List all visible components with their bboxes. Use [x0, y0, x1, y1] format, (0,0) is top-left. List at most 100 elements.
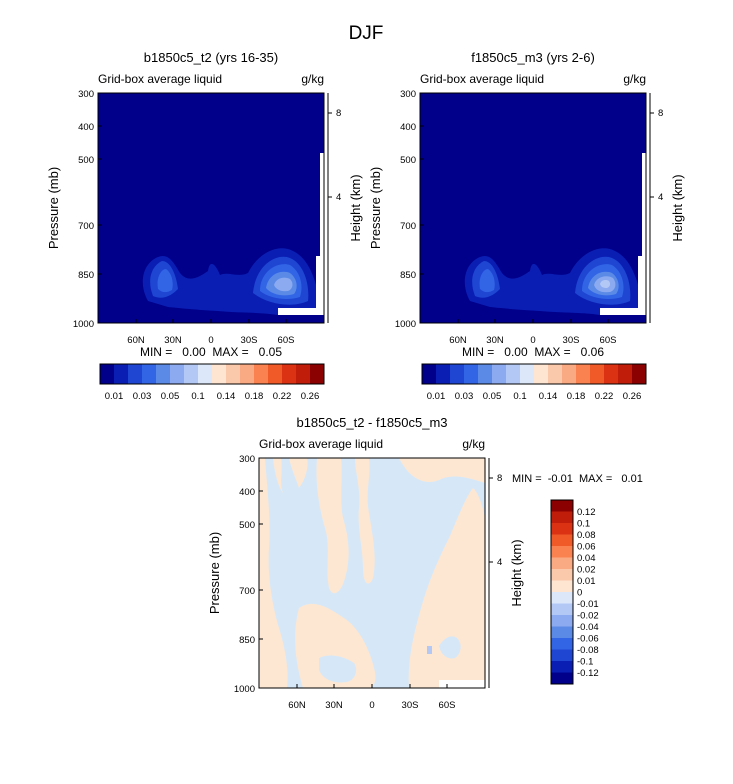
x-tick-label: 0: [530, 335, 535, 346]
colorbar-label: 0.14: [539, 391, 558, 402]
y-tick-label: 1000: [234, 684, 255, 695]
colorbar-swatch: [551, 592, 573, 604]
colorbar-label: 0.18: [245, 391, 264, 402]
x-tick-label: 60S: [600, 335, 617, 346]
y-right-tick-label: 4: [658, 192, 663, 203]
panel-bottom-title: b1850c5_t2 - f1850c5_m3: [296, 415, 447, 430]
colorbar-bottom-swatches: [551, 500, 573, 685]
contour-positive-upper-left: [289, 458, 308, 488]
y-tick-300: 300: [78, 89, 102, 100]
y-tick-label: 1000: [395, 319, 416, 330]
mask-land: [439, 680, 485, 688]
y-tick-label: 400: [239, 487, 255, 498]
y-right-tick-label: 4: [336, 192, 341, 203]
panel-right-y-axis-right: 8 4 Height (km): [649, 93, 685, 323]
x-tick-0: 0: [530, 319, 536, 346]
panel-bottom-plot: [258, 457, 486, 689]
contour-level-0-18: [600, 280, 611, 288]
colorbar-swatch: [422, 364, 437, 384]
colorbar-label: 0.18: [567, 391, 586, 402]
colorbar-swatch: [551, 649, 573, 662]
colorbar-swatch: [551, 603, 573, 616]
colorbar-label: -0.01: [577, 599, 599, 610]
panel-left-y-axis-right: 8 4 Height (km): [327, 93, 363, 323]
colorbar-swatch: [100, 364, 115, 384]
contour-negative-speck: [427, 646, 432, 654]
colorbar-label: 0.01: [105, 391, 124, 402]
colorbar-label: -0.12: [577, 668, 599, 679]
colorbar-swatch: [464, 364, 479, 384]
y-tick-label: 850: [78, 270, 94, 281]
panel-bottom-stats: MIN = -0.01 MAX = 0.01: [512, 473, 643, 485]
colorbar-label: 0.05: [161, 391, 180, 402]
colorbar-swatch: [198, 364, 213, 384]
panel-left: b1850c5_t2 (yrs 16-35) Grid-box average …: [46, 50, 363, 359]
y-tick-label: 400: [78, 122, 94, 133]
y-tick-700: 700: [78, 221, 102, 232]
colorbar-swatch: [268, 364, 283, 384]
contour-positive-center-right: [355, 458, 375, 584]
contour-positive-west: [259, 458, 288, 688]
y-axis-label: Pressure (mb): [368, 167, 383, 249]
colorbar-swatch: [618, 364, 633, 384]
x-tick-label: 60N: [449, 335, 467, 346]
colorbar-swatch: [590, 364, 605, 384]
colorbar-right-swatches: [422, 364, 647, 384]
colorbar-swatch: [551, 569, 573, 581]
y-tick-label: 500: [78, 155, 94, 166]
panel-left-title: b1850c5_t2 (yrs 16-35): [144, 50, 278, 65]
panel-left-x-axis: 60N 30N 0 30S 60S: [127, 319, 294, 346]
y-axis-right-label: Height (km): [509, 539, 524, 606]
y-tick-label: 850: [400, 270, 416, 281]
y-right-tick-8: 8: [650, 108, 663, 119]
colorbar-bottom: 0.12 0.1 0.08 0.06 0.04 0.02 0.01 0 -0.0…: [550, 499, 599, 685]
x-tick-label: 30S: [563, 335, 580, 346]
y-tick-700: 700: [239, 586, 263, 597]
x-tick-label: 0: [369, 700, 374, 711]
y-tick-300: 300: [239, 454, 263, 465]
colorbar-swatch: [254, 364, 269, 384]
contour-negative-south: [439, 636, 461, 659]
colorbar-swatch: [436, 364, 451, 384]
y-tick-label: 400: [400, 122, 416, 133]
x-tick-30n: 30N: [486, 319, 504, 346]
colorbar-swatch: [562, 364, 577, 384]
colorbar-label: 0.05: [483, 391, 502, 402]
colorbar-label: 0.04: [577, 553, 596, 564]
panel-right-x-axis: 60N 30N 0 30S 60S: [449, 319, 616, 346]
y-tick-400: 400: [239, 487, 263, 498]
contour-level-0-14: [274, 277, 293, 292]
x-tick-30s: 30S: [241, 319, 257, 346]
colorbar-swatch: [478, 364, 493, 384]
y-right-tick-8: 8: [328, 108, 341, 119]
panel-right-plot: [419, 92, 647, 324]
x-tick-60s: 60S: [439, 684, 455, 711]
colorbar-swatch: [551, 615, 573, 627]
y-tick-700: 700: [400, 221, 424, 232]
colorbar-swatch: [492, 364, 507, 384]
colorbar-swatch: [632, 364, 647, 384]
y-tick-1000: 1000: [395, 319, 424, 330]
colorbar-swatch: [604, 364, 619, 384]
panel-right-y-axis: 300 400 500 700 850 1000 Pressure (mb): [368, 89, 424, 330]
y-tick-label: 300: [239, 454, 255, 465]
x-tick-0: 0: [369, 684, 375, 711]
colorbar-label: 0.1: [513, 391, 526, 402]
colorbar-swatch: [310, 364, 325, 384]
y-tick-label: 1000: [73, 319, 94, 330]
colorbar-label: 0.06: [577, 542, 596, 553]
contour-level-0-05: [479, 264, 624, 299]
colorbar-swatch: [548, 364, 563, 384]
colorbar-swatch: [551, 534, 573, 547]
contour-positive-east-upper: [399, 458, 485, 483]
y-axis-right-label: Height (km): [348, 174, 363, 241]
y-tick-400: 400: [400, 122, 424, 133]
colorbar-label: 0.1: [577, 519, 590, 530]
y-tick-label: 300: [400, 89, 416, 100]
colorbar-label: -0.08: [577, 645, 599, 656]
x-tick-label: 0: [208, 335, 213, 346]
colorbar-swatch: [576, 364, 591, 384]
colorbar-swatch: [551, 511, 573, 524]
y-right-tick-label: 8: [497, 473, 502, 484]
panel-bottom-y-axis: 300 400 500 700 850 1000 Pressure (mb): [207, 454, 263, 695]
